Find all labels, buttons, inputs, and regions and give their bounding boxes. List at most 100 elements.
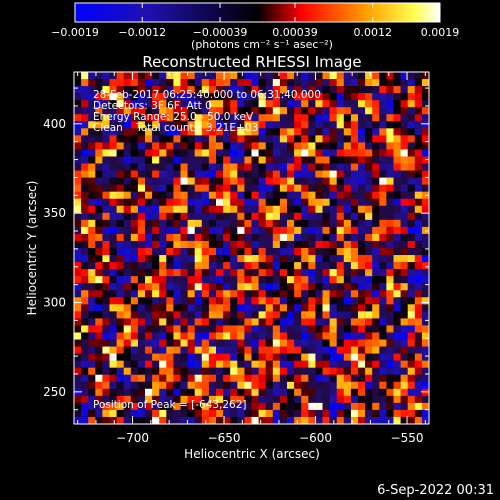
heatmap-cell bbox=[180, 283, 188, 291]
heatmap-cell bbox=[343, 205, 352, 214]
heatmap-cell bbox=[393, 149, 401, 157]
heatmap-cell bbox=[180, 149, 188, 157]
heatmap-cell bbox=[123, 191, 132, 200]
heatmap-cell bbox=[336, 381, 345, 390]
heatmap-cell bbox=[159, 248, 167, 256]
heatmap-cell bbox=[386, 135, 394, 143]
heatmap-cell bbox=[287, 255, 295, 263]
heatmap-cell bbox=[287, 248, 295, 256]
heatmap-cell bbox=[95, 290, 103, 298]
heatmap-cell bbox=[336, 198, 345, 207]
heatmap-cell bbox=[358, 416, 366, 424]
heatmap-cell bbox=[74, 283, 82, 291]
heatmap-cell bbox=[350, 255, 359, 263]
heatmap-cell bbox=[343, 381, 352, 390]
heatmap-cell bbox=[272, 262, 281, 270]
heatmap-cell bbox=[272, 205, 281, 214]
heatmap-cell bbox=[74, 332, 82, 340]
heatmap-cell bbox=[223, 163, 231, 171]
heatmap-cell bbox=[350, 72, 359, 80]
heatmap-cell bbox=[74, 121, 82, 129]
heatmap-cell bbox=[386, 100, 394, 108]
heatmap-cell bbox=[407, 311, 416, 319]
heatmap-cell bbox=[88, 219, 96, 228]
heatmap-cell bbox=[180, 353, 188, 361]
heatmap-cell bbox=[95, 128, 103, 136]
heatmap-cell bbox=[365, 233, 373, 242]
heatmap-cell bbox=[145, 388, 153, 397]
y-tick-label: 400 bbox=[43, 117, 66, 131]
heatmap-cell bbox=[145, 353, 153, 361]
heatmap-cell bbox=[237, 240, 245, 249]
heatmap-cell bbox=[130, 297, 139, 305]
heatmap-cell bbox=[194, 170, 203, 178]
heatmap-cell bbox=[223, 416, 231, 424]
heatmap-cell bbox=[230, 107, 238, 115]
heatmap-cell bbox=[308, 283, 316, 291]
heatmap-cell bbox=[421, 240, 429, 249]
heatmap-cell bbox=[272, 276, 281, 284]
heatmap-cell bbox=[137, 212, 146, 221]
heatmap-cell bbox=[301, 290, 309, 298]
heatmap-cell bbox=[180, 311, 188, 319]
heatmap-cell bbox=[152, 149, 160, 157]
heatmap-cell bbox=[393, 198, 401, 207]
heatmap-cell bbox=[358, 177, 366, 185]
heatmap-cell bbox=[258, 262, 266, 270]
heatmap-cell bbox=[322, 360, 330, 368]
heatmap-cell bbox=[194, 409, 203, 418]
heatmap-cell bbox=[350, 374, 359, 383]
heatmap-cell bbox=[223, 170, 231, 178]
heatmap-cell bbox=[329, 219, 337, 228]
heatmap-cell bbox=[102, 346, 110, 354]
heatmap-cell bbox=[421, 212, 429, 221]
heatmap-cell bbox=[372, 402, 380, 411]
heatmap-cell bbox=[336, 311, 345, 319]
heatmap-cell bbox=[258, 416, 266, 424]
heatmap-cell bbox=[322, 114, 330, 122]
heatmap-cell bbox=[201, 402, 210, 411]
heatmap-cell bbox=[237, 212, 245, 221]
heatmap-cell bbox=[244, 240, 252, 249]
heatmap-cell bbox=[244, 388, 252, 397]
heatmap-cell bbox=[116, 367, 124, 376]
heatmap-cell bbox=[152, 283, 160, 291]
heatmap-cell bbox=[166, 388, 174, 397]
heatmap-cell bbox=[343, 311, 352, 319]
heatmap-cell bbox=[166, 205, 174, 214]
heatmap-cell bbox=[166, 212, 174, 221]
heatmap-cell bbox=[201, 276, 210, 284]
heatmap-cell bbox=[287, 86, 295, 94]
heatmap-cell bbox=[343, 86, 352, 94]
heatmap-cell bbox=[336, 100, 345, 108]
heatmap-cell bbox=[102, 353, 110, 361]
heatmap-cell bbox=[365, 86, 373, 94]
heatmap-cell bbox=[166, 107, 174, 115]
heatmap-cell bbox=[343, 212, 352, 221]
heatmap-cell bbox=[379, 191, 387, 200]
heatmap-cell bbox=[194, 86, 203, 94]
heatmap-cell bbox=[88, 374, 96, 383]
heatmap-cell bbox=[258, 339, 266, 347]
heatmap-cell bbox=[336, 121, 345, 129]
heatmap-cell bbox=[180, 219, 188, 228]
heatmap-cell bbox=[393, 163, 401, 171]
heatmap-cell bbox=[272, 290, 281, 298]
heatmap-cell bbox=[123, 311, 132, 319]
heatmap-cell bbox=[173, 233, 181, 242]
heatmap-cell bbox=[350, 248, 359, 256]
heatmap-cell bbox=[414, 374, 423, 383]
heatmap-cell bbox=[88, 93, 96, 101]
heatmap-cell bbox=[315, 240, 323, 249]
heatmap-cell bbox=[223, 93, 231, 101]
heatmap-cell bbox=[88, 114, 96, 122]
heatmap-cell bbox=[301, 276, 309, 284]
heatmap-cell bbox=[95, 226, 103, 235]
heatmap-cell bbox=[95, 325, 103, 333]
heatmap-cell bbox=[187, 86, 195, 94]
heatmap-cell bbox=[116, 170, 124, 178]
heatmap-cell bbox=[237, 86, 245, 94]
heatmap-cell bbox=[216, 191, 224, 200]
heatmap-cell bbox=[216, 184, 224, 192]
heatmap-cell bbox=[230, 198, 238, 207]
